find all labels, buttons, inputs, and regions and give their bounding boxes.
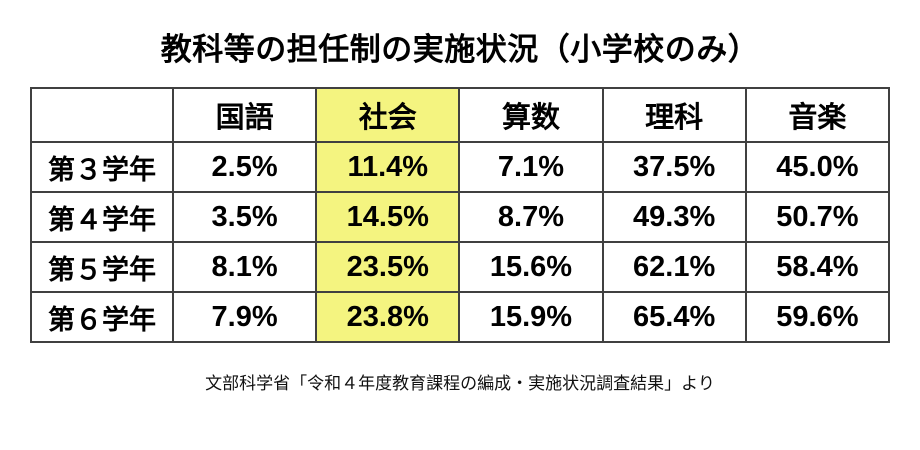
table-cell-highlighted: 11.4% xyxy=(315,141,461,193)
column-header-shakai: 社会 xyxy=(315,87,461,143)
table-cell: 7.1% xyxy=(458,141,604,193)
column-header-rika: 理科 xyxy=(601,87,747,143)
table-cell: 15.6% xyxy=(458,241,604,293)
table-cell: 45.0% xyxy=(744,141,891,193)
table-row-grade6: 第６学年 7.9% 23.8% 15.9% 65.4% 59.6% xyxy=(30,291,891,343)
table-cell: 15.9% xyxy=(458,291,604,343)
table-cell: 7.9% xyxy=(171,291,318,343)
source-note: 文部科学省「令和４年度教育課程の編成・実施状況調査結果」より xyxy=(205,374,715,393)
table-cell: 49.3% xyxy=(601,191,747,243)
table-cell-highlighted: 23.5% xyxy=(315,241,461,293)
row-header: 第６学年 xyxy=(30,291,174,343)
corner-cell xyxy=(30,87,174,143)
table-cell-highlighted: 14.5% xyxy=(315,191,461,243)
table-row-grade3: 第３学年 2.5% 11.4% 7.1% 37.5% 45.0% xyxy=(30,141,891,193)
column-header-sansu: 算数 xyxy=(458,87,604,143)
table-cell: 62.1% xyxy=(601,241,747,293)
row-header: 第４学年 xyxy=(30,191,174,243)
data-table: 国語 社会 算数 理科 音楽 第３学年 2.5% 11.4% 7.1% 37.5… xyxy=(30,87,891,343)
table-cell: 8.7% xyxy=(458,191,604,243)
table-row-grade4: 第４学年 3.5% 14.5% 8.7% 49.3% 50.7% xyxy=(30,191,891,243)
table-cell: 58.4% xyxy=(744,241,891,293)
column-header-ongaku: 音楽 xyxy=(744,87,891,143)
table-cell: 65.4% xyxy=(601,291,747,343)
table-cell: 37.5% xyxy=(601,141,747,193)
table-cell: 2.5% xyxy=(171,141,318,193)
column-header-kokugo: 国語 xyxy=(171,87,318,143)
page-title: 教科等の担任制の実施状況（小学校のみ） xyxy=(160,32,760,67)
table-cell-highlighted: 23.8% xyxy=(315,291,461,343)
table-cell: 50.7% xyxy=(744,191,891,243)
row-header: 第５学年 xyxy=(30,241,174,293)
row-header: 第３学年 xyxy=(30,141,174,193)
table-cell: 8.1% xyxy=(171,241,318,293)
header-row: 国語 社会 算数 理科 音楽 xyxy=(30,87,891,143)
table-cell: 59.6% xyxy=(744,291,891,343)
table-row-grade5: 第５学年 8.1% 23.5% 15.6% 62.1% 58.4% xyxy=(30,241,891,293)
table-cell: 3.5% xyxy=(171,191,318,243)
